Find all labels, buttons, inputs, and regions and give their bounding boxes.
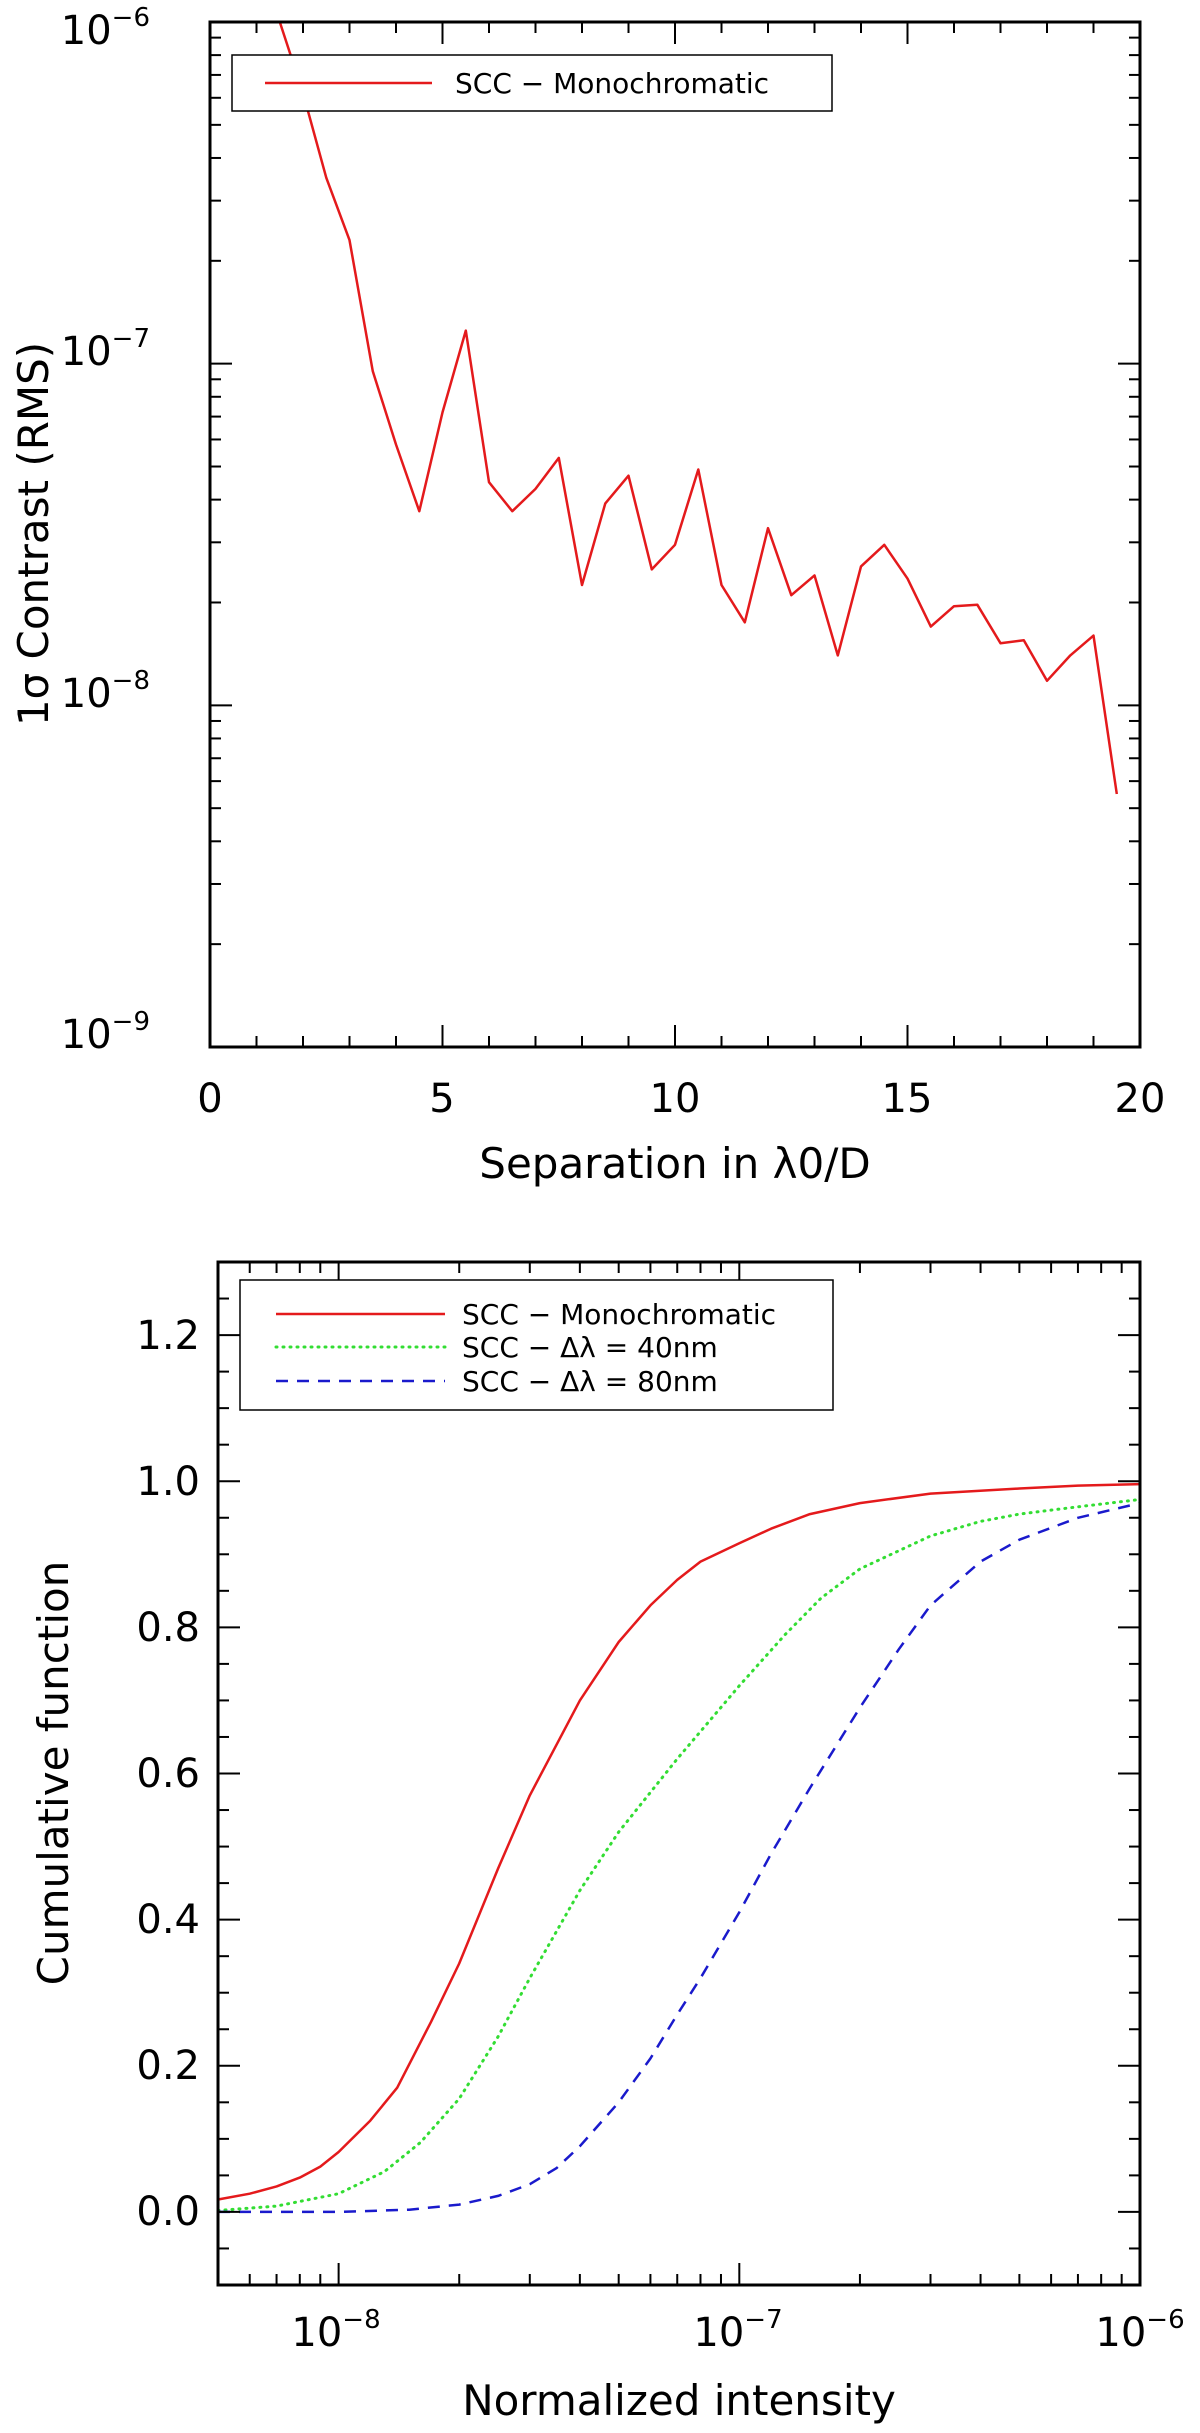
contrast-xtick-label-15: 15 xyxy=(882,1076,933,1122)
cumulative-ytick-label-0.4: 0.4 xyxy=(136,1897,200,1943)
contrast-legend: SCC − Monochromatic xyxy=(231,54,833,112)
contrast-ytick-label-1e-7: 10−7 xyxy=(61,324,150,375)
contrast-chart: 10−9 10−8 10−7 10−6 0 5 10 15 20 Separat… xyxy=(9,3,1165,1188)
contrast-xtick-label-0: 0 xyxy=(197,1076,222,1122)
cumulative-chart: 0.0 0.2 0.4 0.6 0.8 1.0 1.2 10−8 10−7 10… xyxy=(29,1260,1185,2425)
cumulative-series-line-0 xyxy=(217,1482,1141,2201)
cumulative-legend-label-40nm: SCC − Δλ = 40nm xyxy=(462,1331,718,1364)
contrast-x-axis-title: Separation in λ0/D xyxy=(479,1139,870,1188)
cumulative-y-axis-title: Cumulative function xyxy=(29,1561,78,1986)
contrast-ytick-label-1e-6: 10−6 xyxy=(61,3,150,54)
cumulative-ytick-label-1.0: 1.0 xyxy=(136,1459,200,1505)
cumulative-ytick-label-0.2: 0.2 xyxy=(136,2043,200,2089)
cumulative-plot-frame xyxy=(216,1260,1142,2287)
cumulative-xtick-label-1e-7: 10−7 xyxy=(693,2305,782,2356)
contrast-xtick-label-10: 10 xyxy=(650,1076,701,1122)
cumulative-legend-label-monochromatic: SCC − Monochromatic xyxy=(462,1298,776,1331)
contrast-ytick-label-1e-8: 10−8 xyxy=(61,666,150,717)
cumulative-xtick-label-1e-6: 10−6 xyxy=(1095,2305,1184,2356)
contrast-series-line-0 xyxy=(278,21,1119,795)
cumulative-ytick-label-0.8: 0.8 xyxy=(136,1605,200,1651)
contrast-xtick-label-20: 20 xyxy=(1115,1076,1166,1122)
cumulative-legend-box xyxy=(239,1279,834,1411)
cumulative-series-group xyxy=(216,1482,1142,2214)
contrast-ytick-label-1e-9: 10−9 xyxy=(61,1007,150,1058)
contrast-y-axis-title: 1σ Contrast (RMS) xyxy=(9,342,58,726)
cumulative-ticks-group xyxy=(217,1261,1141,2286)
cumulative-ytick-label-1.2: 1.2 xyxy=(136,1313,200,1359)
contrast-ticks-group xyxy=(209,21,1141,1048)
contrast-xtick-label-5: 5 xyxy=(429,1076,454,1122)
cumulative-legend-label-80nm: SCC − Δλ = 80nm xyxy=(462,1365,718,1398)
cumulative-x-axis-title: Normalized intensity xyxy=(462,2376,896,2425)
contrast-series-group xyxy=(278,21,1119,795)
contrast-plot-frame xyxy=(208,20,1142,1049)
cumulative-ytick-label-0.0: 0.0 xyxy=(136,2189,200,2235)
cumulative-series-line-2 xyxy=(218,1501,1141,2214)
contrast-legend-label-monochromatic: SCC − Monochromatic xyxy=(455,67,769,100)
cumulative-series-line-1 xyxy=(216,1498,1142,2212)
cumulative-legend: SCC − Monochromatic SCC − Δλ = 40nm SCC … xyxy=(239,1279,834,1411)
cumulative-xtick-label-1e-8: 10−8 xyxy=(291,2305,380,2356)
cumulative-ytick-label-0.6: 0.6 xyxy=(136,1751,200,1797)
